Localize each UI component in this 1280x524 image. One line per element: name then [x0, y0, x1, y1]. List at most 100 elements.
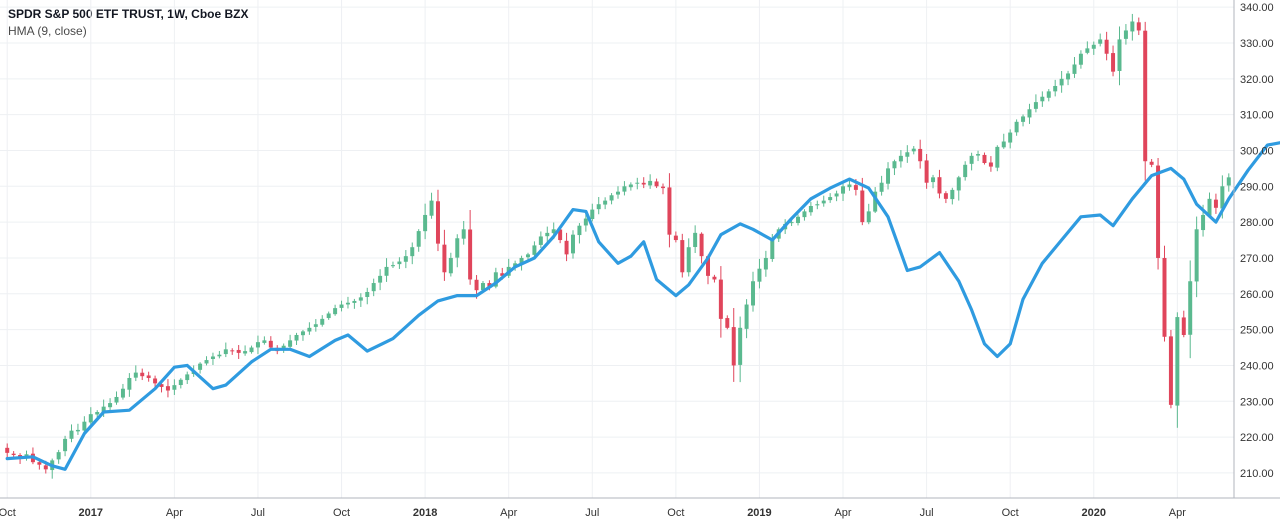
candle-body [268, 340, 273, 348]
candle [114, 391, 119, 405]
y-tick-label: 270.00 [1240, 253, 1274, 265]
candle [931, 174, 936, 189]
candle-body [1181, 317, 1186, 335]
candle [1001, 133, 1006, 149]
candle-body [796, 216, 801, 224]
candle [564, 232, 569, 262]
candle [262, 336, 267, 345]
candle-body [995, 146, 1000, 168]
candle [423, 203, 428, 240]
candle-body [178, 379, 183, 386]
candle-body [763, 257, 768, 270]
candle-body [1104, 39, 1109, 54]
candle-body [185, 374, 190, 381]
x-tick-label: Apr [834, 507, 851, 519]
candle-body [5, 447, 10, 453]
candle-body [943, 193, 948, 199]
candle [108, 398, 113, 411]
candle [429, 192, 434, 219]
candle-body [693, 232, 698, 248]
x-tick-label: Oct [0, 507, 16, 519]
candle-body [442, 244, 447, 273]
candle [821, 195, 826, 207]
candle [313, 319, 318, 332]
candle-body [1207, 198, 1212, 216]
candle [307, 322, 312, 335]
candle-body [140, 372, 145, 377]
candle [937, 169, 942, 199]
candle-body [153, 378, 158, 384]
candle-body [583, 218, 588, 226]
candle [1066, 70, 1071, 86]
candle [50, 458, 55, 479]
candle-body [294, 334, 299, 341]
candle-body [493, 272, 498, 287]
candle-body [976, 154, 981, 156]
candle-body [789, 222, 794, 224]
candles [5, 13, 1231, 479]
x-tick-label: Oct [667, 507, 684, 519]
candle [969, 152, 974, 171]
candle-body [468, 229, 473, 280]
candle-body [577, 225, 582, 236]
candle-body [937, 177, 942, 194]
candle-body [63, 438, 68, 452]
y-tick-label: 220.00 [1240, 432, 1274, 444]
candle-body [770, 238, 775, 260]
candle-body [924, 160, 929, 183]
candle-body [648, 180, 653, 186]
candle-body [757, 268, 762, 282]
candle-body [551, 229, 556, 234]
candle [69, 424, 74, 443]
candle [924, 153, 929, 189]
candle [725, 315, 730, 330]
candle [834, 190, 839, 202]
candle-body [911, 148, 916, 152]
candle-body [828, 197, 833, 201]
candle [603, 197, 608, 210]
x-tick-label: Apr [1169, 507, 1186, 519]
candle [731, 308, 736, 382]
candle-body [860, 190, 865, 223]
candle-body [243, 351, 248, 354]
candle-body [1078, 53, 1083, 65]
candle-body [339, 304, 344, 308]
candle [120, 383, 125, 400]
candle-body [525, 254, 530, 258]
candle [5, 443, 10, 458]
candle [622, 181, 627, 196]
candle-body [1091, 44, 1096, 49]
candle [879, 175, 884, 196]
candle [1188, 260, 1193, 359]
candle-body [159, 384, 164, 387]
candle-body [706, 256, 711, 276]
candle [590, 203, 595, 222]
candle-body [358, 297, 363, 301]
candle [744, 299, 749, 339]
candle [738, 316, 743, 383]
candle [217, 350, 222, 359]
candle-body [223, 349, 228, 355]
candle-body [661, 186, 665, 189]
candle-body [500, 273, 505, 276]
symbol-title: SPDR S&P 500 ETF TRUST, 1W, Cboe BZX [8, 7, 249, 21]
candle-body [686, 247, 691, 273]
x-tick-label: Jul [251, 507, 265, 519]
candle [1085, 41, 1090, 55]
candle [1078, 50, 1083, 69]
candle-body [448, 257, 453, 274]
y-tick-label: 280.00 [1240, 217, 1274, 229]
candle-body [841, 186, 846, 194]
candle-body [403, 256, 408, 262]
candle-body [82, 421, 87, 431]
candle [886, 162, 891, 190]
candle-body [1072, 64, 1077, 74]
candle [1014, 119, 1019, 136]
candle-body [866, 211, 871, 223]
candle [390, 261, 395, 268]
candle [165, 379, 170, 398]
candle-body [101, 406, 106, 413]
candle [635, 177, 640, 190]
